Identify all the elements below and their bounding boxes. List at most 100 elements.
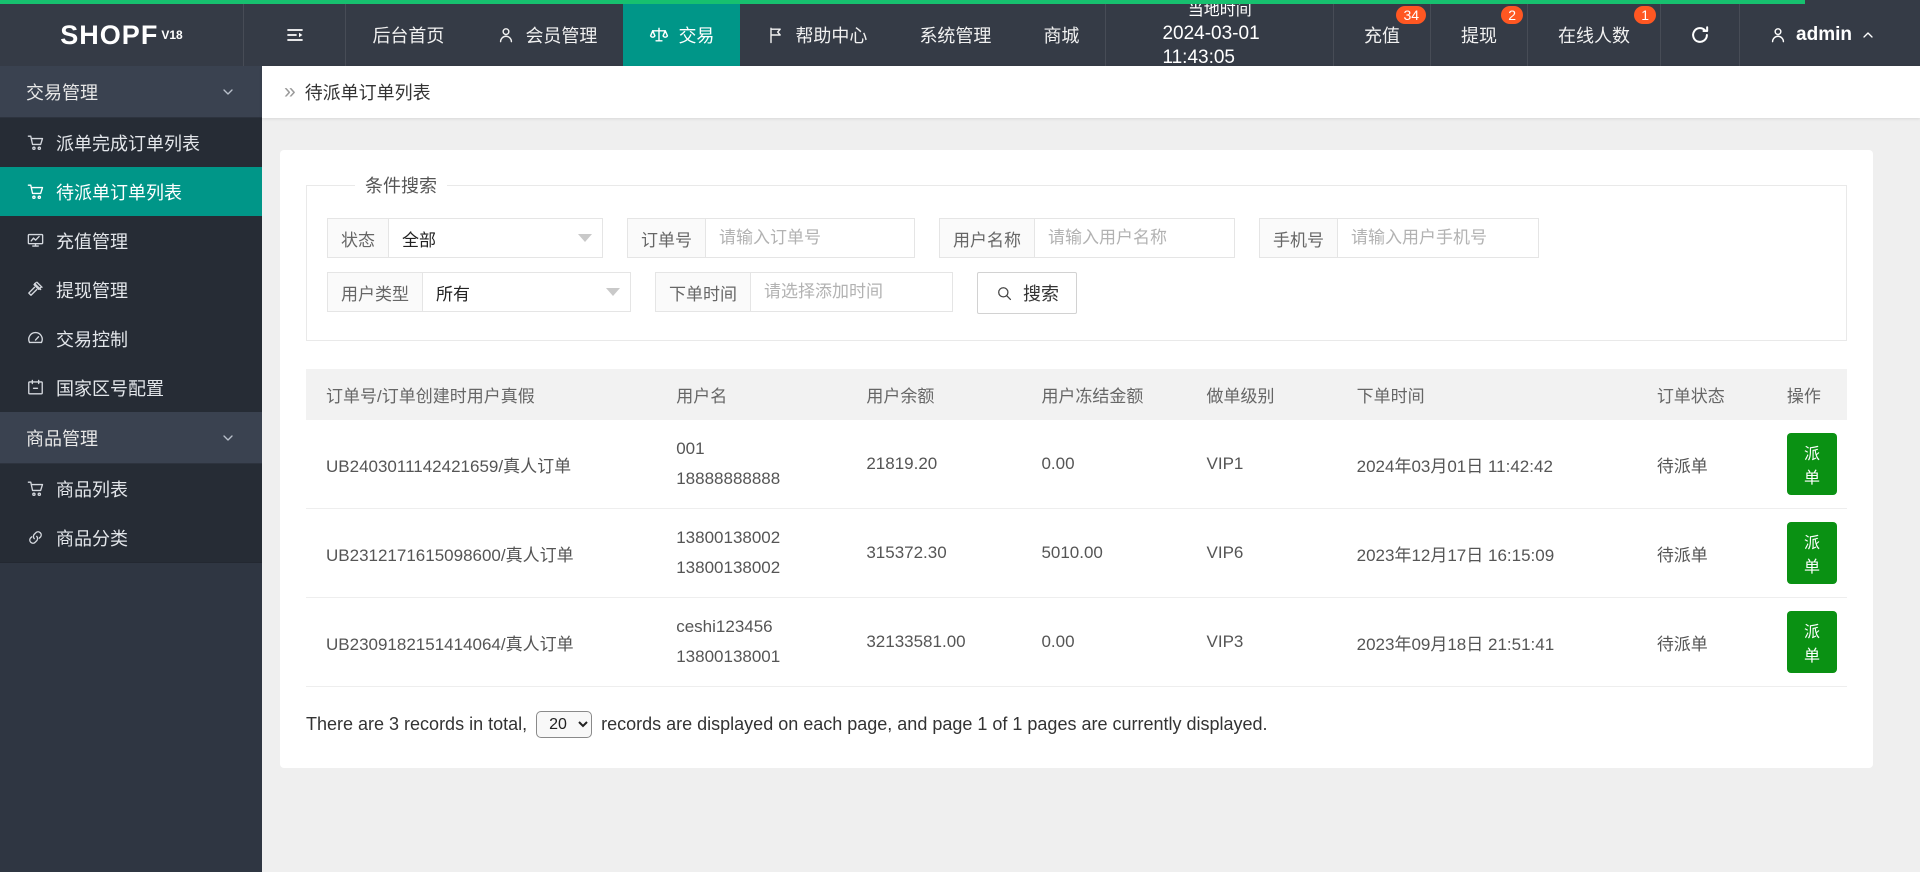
sidebar-item-dispatched-orders[interactable]: 派单完成订单列表 — [0, 118, 262, 167]
sidebar-item-label: 商品列表 — [56, 479, 128, 500]
username-input[interactable] — [1035, 219, 1234, 257]
logo-version: V18 — [161, 28, 183, 42]
order-time-label: 下单时间 — [656, 273, 751, 311]
nav-item-recharge[interactable]: 充值 34 — [1334, 4, 1432, 66]
nav-item-label: 系统管理 — [919, 26, 992, 46]
nav-item-label: 会员管理 — [525, 26, 598, 46]
page-title: 待派单订单列表 — [304, 83, 431, 103]
sidebar: 交易管理 派单完成订单列表 待派单订单列表 充值管理 提现管理 — [0, 66, 262, 872]
order-no-input[interactable] — [706, 219, 914, 257]
breadcrumb-separator-icon: » — [284, 80, 296, 103]
cell-username: ceshi123456 13800138001 — [666, 597, 857, 687]
content-area: 条件搜索 状态 全部 订单号 用户名称 — [262, 118, 1920, 872]
phone-input[interactable] — [1338, 219, 1538, 257]
dispatch-button[interactable]: 派单 — [1786, 433, 1837, 495]
sidebar-divider — [0, 562, 262, 563]
sidebar-item-label: 国家区号配置 — [56, 378, 164, 399]
table-row: UB2403011142421659/真人订单 001 18888888888 … — [306, 420, 1847, 509]
nav-item-withdraw[interactable]: 提现 2 — [1431, 4, 1529, 66]
cell-order-no: UB2403011142421659/真人订单 — [306, 420, 667, 509]
phone-label: 手机号 — [1260, 219, 1338, 257]
withdraw-label: 提现 — [1461, 26, 1498, 46]
chart-board-icon — [27, 233, 44, 247]
cart-icon — [27, 481, 44, 497]
scales-icon — [650, 27, 669, 42]
sidebar-item-label: 待派单订单列表 — [56, 182, 182, 203]
sidebar-item-label: 充值管理 — [56, 231, 128, 252]
user-type-select[interactable]: 用户类型 所有 — [327, 272, 631, 312]
sidebar-item-product-category[interactable]: 商品分类 — [0, 513, 262, 562]
cell-order-time: 2023年12月17日 16:15:09 — [1346, 508, 1647, 598]
col-balance: 用户余额 — [856, 369, 1032, 420]
gavel-icon — [28, 281, 43, 296]
nav-item-mall[interactable]: 商城 — [1017, 4, 1105, 66]
nav-item-system[interactable]: 系统管理 — [893, 4, 1017, 66]
dispatch-button[interactable]: 派单 — [1786, 611, 1837, 673]
col-frozen: 用户冻结金额 — [1031, 369, 1197, 420]
orders-table: 订单号/订单创建时用户真假 用户名 用户余额 用户冻结金额 做单级别 下单时间 … — [306, 369, 1847, 687]
sidebar-item-label: 商品分类 — [56, 528, 128, 549]
recharge-label: 充值 — [1364, 26, 1401, 46]
sidebar-toggle-button[interactable] — [244, 4, 347, 66]
order-time-group: 下单时间 — [655, 272, 953, 312]
cell-frozen: 0.00 — [1031, 597, 1197, 687]
pagination-suffix: records are displayed on each page, and … — [601, 714, 1268, 734]
nav-item-members[interactable]: 会员管理 — [470, 4, 623, 66]
online-users-badge: 1 — [1634, 6, 1657, 24]
gauge-icon — [28, 331, 43, 344]
cell-order-no: UB2309182151414064/真人订单 — [306, 597, 667, 687]
sidebar-item-trade-control[interactable]: 交易控制 — [0, 314, 262, 363]
cell-actions: 派单 — [1776, 597, 1847, 687]
order-no-label: 订单号 — [628, 219, 706, 257]
sidebar-item-pending-orders[interactable]: 待派单订单列表 — [0, 167, 262, 216]
local-time: 当地时间 2024-03-01 11:43:05 — [1105, 2, 1335, 68]
sidebar-group-label: 交易管理 — [26, 82, 98, 103]
cell-level: VIP1 — [1196, 420, 1347, 509]
cell-username: 13800138002 13800138002 — [666, 508, 857, 598]
link-icon — [29, 531, 42, 544]
search-button[interactable]: 搜索 — [977, 272, 1077, 314]
nav-item-label: 后台首页 — [372, 26, 445, 46]
page-size-select[interactable]: 20 — [536, 711, 593, 738]
sidebar-item-country-code-config[interactable]: 国家区号配置 — [0, 363, 262, 412]
cell-username: 001 18888888888 — [666, 420, 857, 509]
refresh-icon — [1692, 26, 1709, 43]
cell-level: VIP3 — [1196, 597, 1347, 687]
cell-status: 待派单 — [1646, 508, 1777, 598]
sidebar-item-recharge-management[interactable]: 充值管理 — [0, 216, 262, 265]
nav-item-online-users[interactable]: 在线人数 1 — [1528, 4, 1662, 66]
nav-item-label: 商城 — [1043, 26, 1080, 46]
sidebar-item-label: 提现管理 — [56, 280, 128, 301]
dispatch-button[interactable]: 派单 — [1786, 522, 1837, 584]
flag-icon — [770, 27, 782, 44]
order-time-input[interactable] — [751, 273, 952, 311]
pagination-prefix: There are 3 records in total, — [306, 714, 528, 734]
nav-item-help-center[interactable]: 帮助中心 — [740, 4, 893, 66]
logo-text: SHOPF — [60, 19, 159, 50]
phone-group: 手机号 — [1259, 218, 1539, 258]
sidebar-item-product-list[interactable]: 商品列表 — [0, 464, 262, 513]
panel: 条件搜索 状态 全部 订单号 用户名称 — [280, 150, 1873, 768]
nav-item-label: 帮助中心 — [795, 26, 868, 46]
person-icon — [500, 28, 513, 43]
nav-item-dashboard[interactable]: 后台首页 — [346, 4, 470, 66]
sidebar-group-product-management[interactable]: 商品管理 — [0, 412, 262, 464]
pagination-bar: There are 3 records in total, 20 records… — [306, 711, 1847, 738]
col-username: 用户名 — [666, 369, 857, 420]
cell-status: 待派单 — [1646, 597, 1777, 687]
refresh-button[interactable] — [1661, 4, 1741, 66]
sidebar-item-withdraw-management[interactable]: 提现管理 — [0, 265, 262, 314]
col-actions: 操作 — [1776, 369, 1847, 420]
nav-item-trade[interactable]: 交易 — [623, 4, 741, 66]
cell-order-time: 2023年09月18日 21:51:41 — [1346, 597, 1647, 687]
col-status: 订单状态 — [1646, 369, 1777, 420]
status-select[interactable]: 状态 全部 — [327, 218, 603, 258]
sidebar-group-trade-management[interactable]: 交易管理 — [0, 66, 262, 118]
sidebar-item-label: 交易控制 — [56, 329, 128, 350]
cell-balance: 32133581.00 — [856, 597, 1032, 687]
cell-order-no: UB2312171615098600/真人订单 — [306, 508, 667, 598]
table-row: UB2309182151414064/真人订单 ceshi123456 1380… — [306, 597, 1847, 687]
user-menu[interactable]: admin — [1740, 4, 1920, 66]
cart-icon — [27, 135, 44, 151]
top-loading-bar — [0, 0, 1805, 4]
